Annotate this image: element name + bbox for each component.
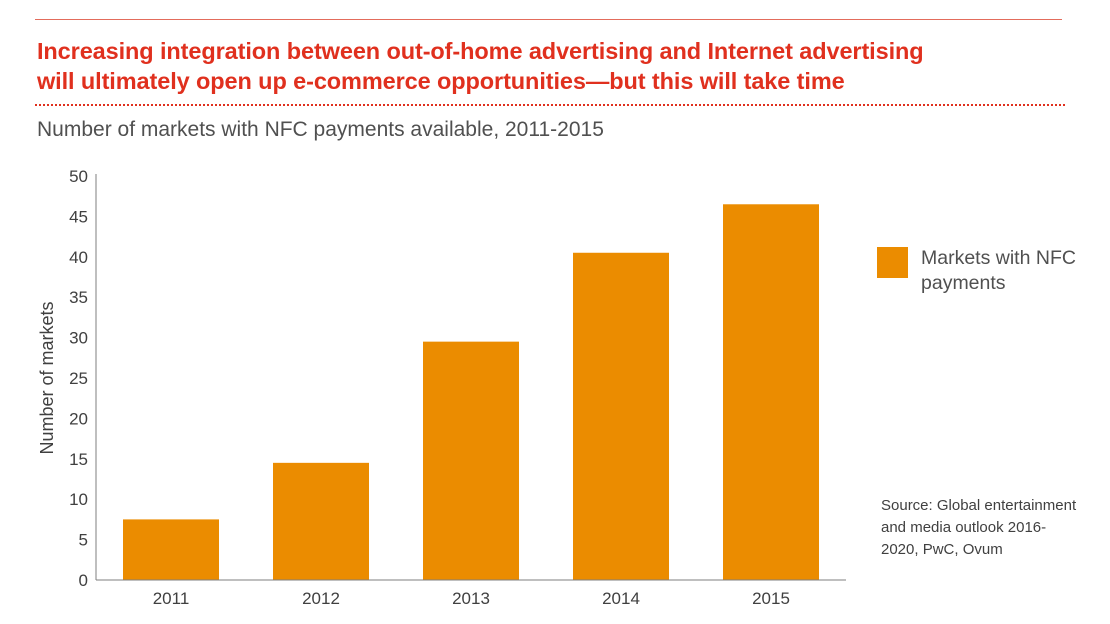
y-tick-label: 15 <box>69 450 88 469</box>
x-tick-label: 2013 <box>452 589 490 608</box>
x-tick-label: 2012 <box>302 589 340 608</box>
bar-2015 <box>723 204 819 580</box>
y-tick-label: 0 <box>79 571 88 590</box>
y-tick-label: 45 <box>69 207 88 226</box>
headline: Increasing integration between out-of-ho… <box>37 36 1077 96</box>
chart-subtitle: Number of markets with NFC payments avai… <box>37 118 604 141</box>
y-tick-label: 50 <box>69 167 88 186</box>
y-tick-label: 30 <box>69 329 88 348</box>
y-axis-title: Number of markets <box>37 301 57 454</box>
bar-2013 <box>423 341 519 580</box>
source-note: Source: Global entertainment and media o… <box>881 497 1077 558</box>
top-rule <box>35 19 1062 20</box>
legend: Markets with NFC payments <box>877 247 1081 296</box>
y-tick-label: 40 <box>69 248 88 267</box>
y-tick-label: 20 <box>69 409 88 428</box>
headline-line-1: Increasing integration between out-of-ho… <box>37 38 924 64</box>
bar-2012 <box>273 462 369 580</box>
x-tick-label: 2015 <box>752 589 790 608</box>
dotted-divider <box>35 104 1065 106</box>
x-tick-label: 2011 <box>153 589 190 608</box>
x-tick-label: 2014 <box>602 589 640 608</box>
bar-2011 <box>123 519 219 580</box>
y-tick-label: 5 <box>79 531 88 550</box>
headline-line-2: will ultimately open up e-commerce oppor… <box>37 68 845 94</box>
y-tick-label: 35 <box>69 288 88 307</box>
legend-label: Markets with NFC payments <box>921 247 1076 294</box>
legend-swatch <box>877 247 908 278</box>
y-tick-label: 25 <box>69 369 88 388</box>
y-tick-label: 10 <box>69 490 88 509</box>
bar-2014 <box>573 252 669 580</box>
